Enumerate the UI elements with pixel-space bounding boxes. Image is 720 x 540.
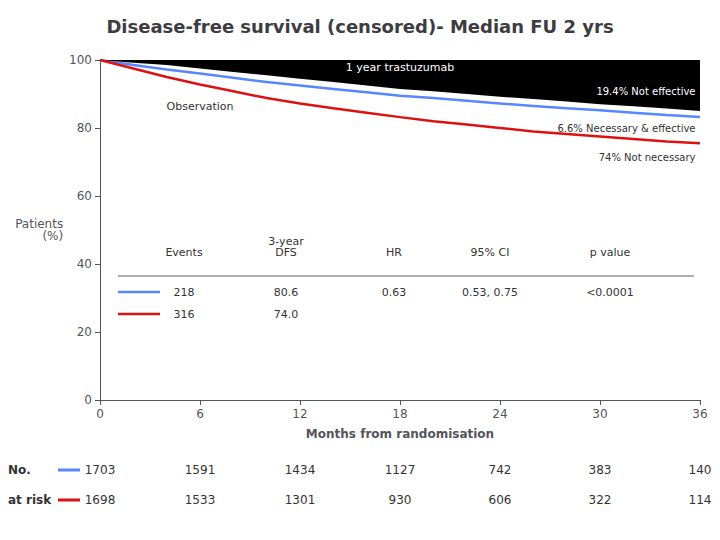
svg-text:0: 0 [96, 407, 104, 421]
svg-text:DFS: DFS [275, 246, 297, 259]
svg-text:80: 80 [77, 121, 92, 135]
svg-text:322: 322 [589, 493, 612, 507]
svg-text:24: 24 [492, 407, 507, 421]
svg-text:3-year: 3-year [268, 235, 304, 248]
svg-text:Months from randomisation: Months from randomisation [306, 427, 494, 441]
svg-text:1 year trastuzumab: 1 year trastuzumab [346, 61, 454, 74]
svg-text:74% Not necessary: 74% Not necessary [599, 152, 696, 163]
svg-text:<0.0001: <0.0001 [586, 286, 634, 299]
svg-text:1591: 1591 [185, 463, 216, 477]
svg-text:80.6: 80.6 [274, 286, 299, 299]
svg-text:(%): (%) [42, 229, 63, 243]
svg-text:19.4% Not effective: 19.4% Not effective [596, 86, 695, 97]
svg-text:0: 0 [84, 393, 92, 407]
svg-text:Patients: Patients [15, 217, 64, 231]
svg-text:20: 20 [77, 325, 92, 339]
svg-text:Disease-free survival (censore: Disease-free survival (censored)- Median… [106, 16, 613, 37]
svg-text:1127: 1127 [385, 463, 416, 477]
svg-text:218: 218 [174, 286, 195, 299]
svg-text:6.6% Necessary & effective: 6.6% Necessary & effective [557, 123, 695, 134]
svg-text:40: 40 [77, 257, 92, 271]
svg-text:1533: 1533 [185, 493, 216, 507]
svg-text:1698: 1698 [85, 493, 116, 507]
svg-text:36: 36 [692, 407, 707, 421]
svg-text:74.0: 74.0 [274, 308, 299, 321]
svg-text:383: 383 [589, 463, 612, 477]
svg-text:1301: 1301 [285, 493, 316, 507]
svg-text:0.63: 0.63 [382, 286, 407, 299]
svg-text:Observation: Observation [167, 100, 234, 113]
svg-text:p value: p value [590, 246, 631, 259]
svg-text:316: 316 [174, 308, 195, 321]
svg-text:HR: HR [386, 246, 402, 259]
svg-text:Events: Events [165, 246, 203, 259]
svg-text:140: 140 [689, 463, 712, 477]
svg-text:1703: 1703 [85, 463, 116, 477]
svg-text:6: 6 [196, 407, 204, 421]
svg-text:12: 12 [292, 407, 307, 421]
svg-text:742: 742 [489, 463, 512, 477]
svg-text:60: 60 [77, 189, 92, 203]
svg-text:at risk: at risk [8, 493, 52, 507]
svg-text:930: 930 [389, 493, 412, 507]
svg-text:114: 114 [689, 493, 712, 507]
svg-text:95% CI: 95% CI [471, 246, 510, 259]
svg-text:18: 18 [392, 407, 407, 421]
svg-text:No.: No. [8, 463, 31, 477]
svg-text:100: 100 [69, 53, 92, 67]
svg-text:606: 606 [489, 493, 512, 507]
svg-text:30: 30 [592, 407, 607, 421]
svg-text:0.53, 0.75: 0.53, 0.75 [462, 286, 518, 299]
svg-text:1434: 1434 [285, 463, 316, 477]
